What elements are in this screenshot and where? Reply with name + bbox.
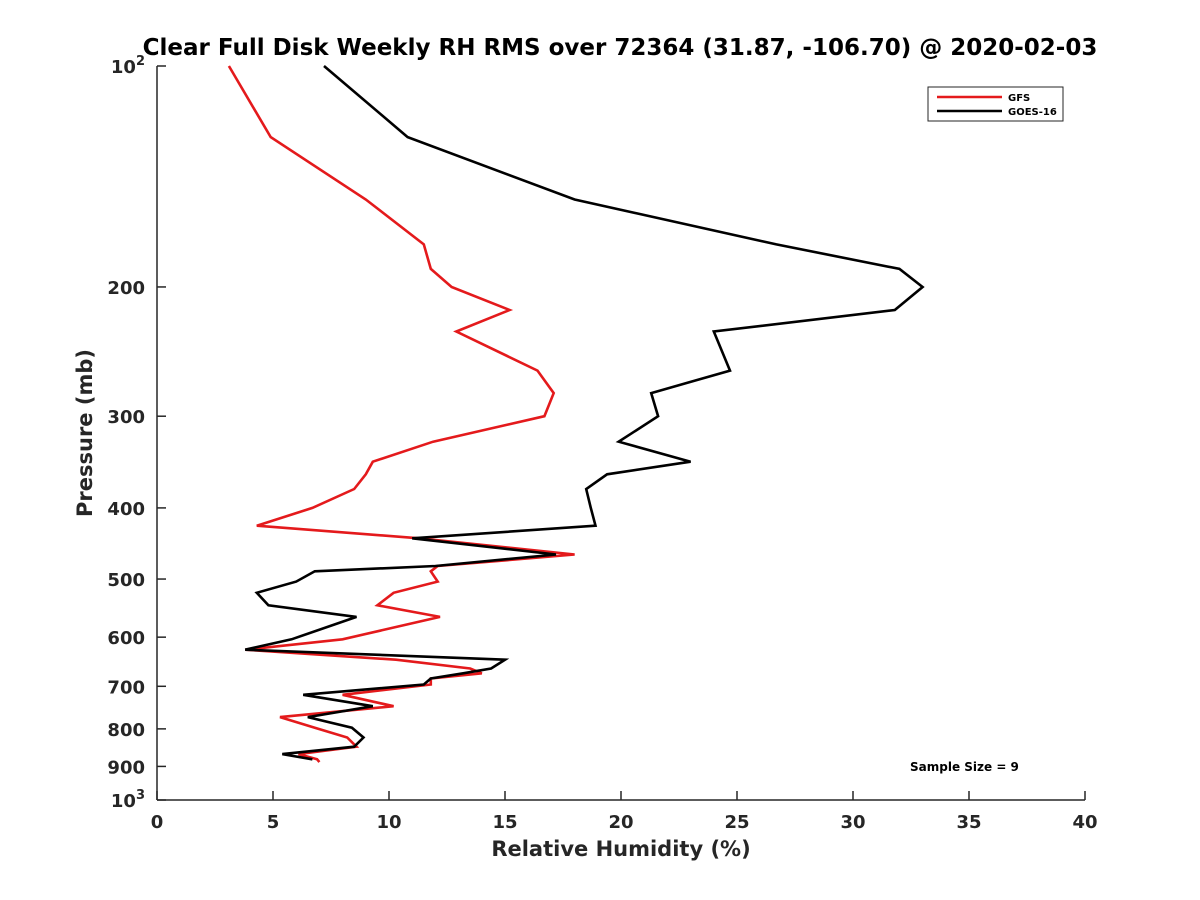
x-tick-label: 25 xyxy=(724,812,749,833)
x-tick-label: 35 xyxy=(956,812,981,833)
y-tick-label: 102 xyxy=(111,54,145,78)
y-tick-label: 600 xyxy=(107,628,145,649)
series-layer xyxy=(227,65,925,763)
x-tick-label: 5 xyxy=(267,812,280,833)
chart-title: Clear Full Disk Weekly RH RMS over 72364… xyxy=(143,35,1098,61)
x-tick-label: 20 xyxy=(608,812,633,833)
x-axis-label: Relative Humidity (%) xyxy=(491,837,750,861)
legend-label-gfs: GFS xyxy=(1008,93,1030,104)
y-axis-ticks: 102 200 300 400 500 600 700 800 900 103 xyxy=(107,54,166,812)
y-tick-label: 103 xyxy=(111,788,145,812)
y-tick-label: 300 xyxy=(107,407,145,428)
x-tick-label: 40 xyxy=(1072,812,1097,833)
y-axis-label: Pressure (mb) xyxy=(73,349,97,517)
x-tick-label: 15 xyxy=(492,812,517,833)
series-line-goes16 xyxy=(244,65,925,761)
x-tick-label: 30 xyxy=(840,812,865,833)
plot-area xyxy=(157,66,1085,800)
y-tick-label: 500 xyxy=(107,570,145,591)
y-tick-label: 400 xyxy=(107,499,145,520)
sample-size-annotation: Sample Size = 9 xyxy=(910,760,1019,774)
x-tick-label: 10 xyxy=(376,812,401,833)
legend-label-goes16: GOES-16 xyxy=(1008,107,1057,118)
y-tick-label: 700 xyxy=(107,677,145,698)
y-tick-label: 800 xyxy=(107,720,145,741)
x-axis-ticks: 0 5 10 15 20 25 30 35 40 xyxy=(151,791,1098,833)
y-tick-label: 900 xyxy=(107,757,145,778)
y-tick-label: 200 xyxy=(107,278,145,299)
x-tick-label: 0 xyxy=(151,812,164,833)
legend: GFS GOES-16 xyxy=(927,86,1064,122)
legend-box xyxy=(927,86,1064,122)
